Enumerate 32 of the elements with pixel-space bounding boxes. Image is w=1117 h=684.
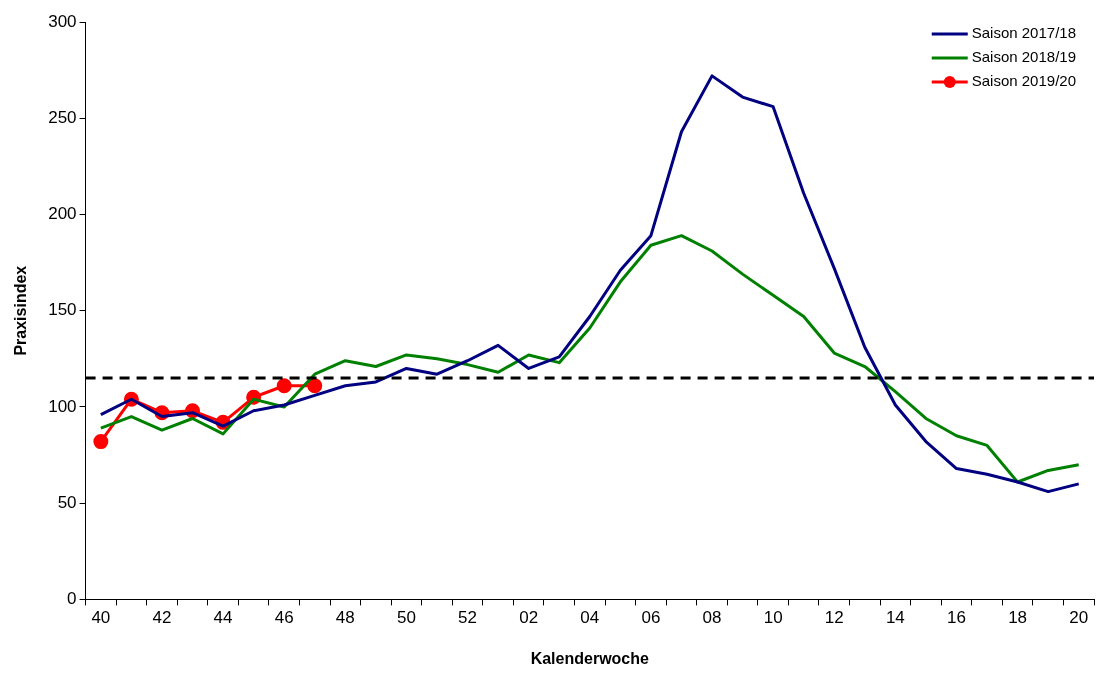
- x-tick-label: 50: [396, 608, 416, 628]
- x-tick-label: 44: [213, 608, 233, 628]
- y-tick-label: 150: [48, 300, 77, 320]
- x-tick-label: 04: [580, 608, 600, 628]
- y-axis-title: Praxisindex: [12, 265, 30, 356]
- legend-label: Saison 2019/20: [971, 72, 1077, 90]
- x-tick-label: 08: [702, 608, 722, 628]
- legend-label: Saison 2017/18: [971, 24, 1077, 42]
- x-tick-label: 14: [885, 608, 905, 628]
- x-axis-title: Kalenderwoche: [530, 649, 650, 667]
- y-tick-label: 50: [57, 492, 77, 512]
- y-tick-label: 250: [48, 107, 77, 127]
- x-tick-label: 20: [1069, 608, 1089, 628]
- y-tick-label: 300: [48, 11, 77, 31]
- x-tick-label: 02: [519, 608, 539, 628]
- y-tick-label: 200: [48, 204, 77, 224]
- y-tick-label: 100: [48, 396, 77, 416]
- x-tick-label: 06: [641, 608, 661, 628]
- x-tick-label: 16: [947, 608, 966, 628]
- point: [93, 434, 109, 450]
- x-tick-label: 48: [335, 608, 355, 628]
- x-tick-label: 12: [824, 608, 844, 628]
- x-tick-label: 52: [458, 608, 478, 628]
- y-tick-label: 0: [67, 589, 77, 609]
- x-tick-label: 42: [152, 608, 172, 628]
- x-tick-label: 46: [274, 608, 294, 628]
- point: [307, 378, 323, 394]
- x-tick-label: 40: [91, 608, 111, 628]
- x-tick-label: 10: [763, 608, 783, 628]
- x-tick-label: 18: [1008, 608, 1028, 628]
- legend-label: Saison 2018/19: [971, 48, 1077, 66]
- point: [276, 378, 292, 394]
